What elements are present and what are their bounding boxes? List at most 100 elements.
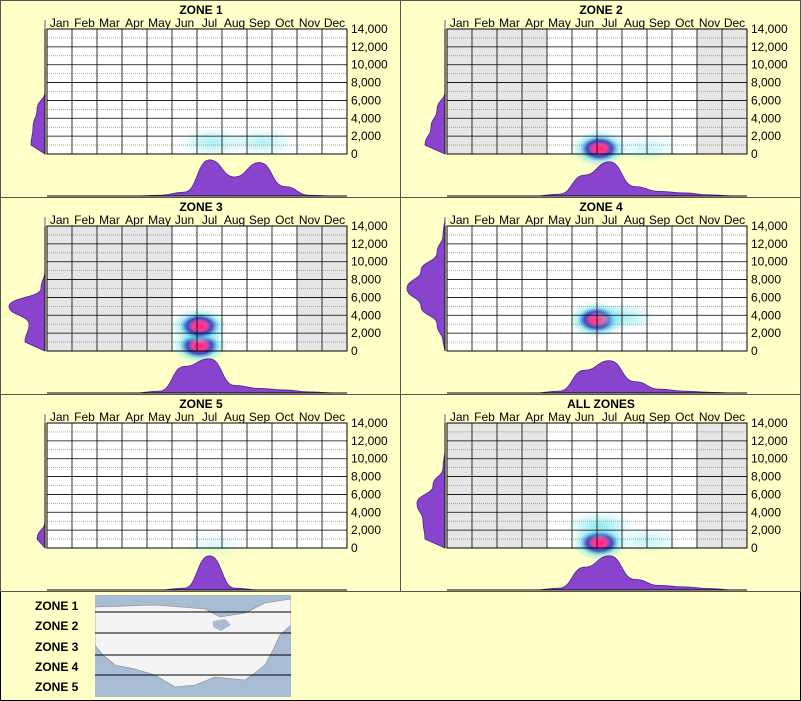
month-tick-label: Jul bbox=[602, 410, 617, 424]
month-tick-label: Apr bbox=[125, 213, 144, 227]
month-tick-label: Sep bbox=[649, 213, 671, 227]
month-tick-label: Feb bbox=[74, 16, 95, 30]
month-tick-label: Sep bbox=[249, 410, 271, 424]
y-tick-label: 0 bbox=[351, 344, 358, 358]
y-tick-label: 6,000 bbox=[751, 487, 781, 501]
y-tick-label: 12,000 bbox=[351, 40, 388, 54]
y-tick-label: 6,000 bbox=[351, 487, 381, 501]
heat-hotspot bbox=[228, 128, 296, 157]
y-tick-label: 12,000 bbox=[751, 40, 788, 54]
chart-panel: ZONE 1 Jan Feb Mar Apr May Jun Jul Aug Sep Oct Nov D… bbox=[0, 0, 401, 198]
legend-zone-5: ZONE 5 bbox=[35, 680, 79, 694]
active-month-band bbox=[72, 29, 97, 154]
y-tick-label: 8,000 bbox=[751, 273, 781, 287]
map-lake bbox=[213, 619, 231, 631]
y-tick-label: 4,000 bbox=[351, 111, 381, 125]
month-tick-label: Mar bbox=[99, 410, 120, 424]
chart-svg: ZONE 2 Jan Feb Mar Apr May Jun Jul Aug Sep Oct Nov D… bbox=[424, 3, 788, 197]
month-tick-label: Feb bbox=[474, 16, 495, 30]
y-tick-label: 14,000 bbox=[751, 22, 788, 36]
y-tick-label: 2,000 bbox=[351, 523, 381, 537]
month-tick-label: Feb bbox=[74, 213, 95, 227]
chart-title: ZONE 2 bbox=[579, 3, 623, 17]
y-tick-label: 0 bbox=[751, 147, 758, 161]
chart-panel: ZONE 4 Jan Feb Mar Apr May Jun Jul Aug Sep Oct Nov D… bbox=[400, 197, 801, 395]
y-tick-label: 12,000 bbox=[751, 237, 788, 251]
month-tick-label: Mar bbox=[499, 213, 520, 227]
month-tick-label: Jun bbox=[175, 213, 194, 227]
zone-legend: ZONE 1 ZONE 2 ZONE 3 ZONE 4 ZONE 5 bbox=[0, 590, 799, 699]
month-density-curve bbox=[47, 555, 347, 591]
month-tick-label: Apr bbox=[125, 410, 144, 424]
y-tick-label: 14,000 bbox=[351, 22, 388, 36]
month-tick-label: Oct bbox=[675, 213, 694, 227]
active-month-band bbox=[522, 226, 547, 351]
y-tick-label: 14,000 bbox=[751, 416, 788, 430]
y-tick-label: 6,000 bbox=[351, 290, 381, 304]
y-tick-label: 8,000 bbox=[751, 470, 781, 484]
month-tick-label: May bbox=[548, 213, 571, 227]
active-month-band bbox=[172, 423, 197, 548]
active-month-band bbox=[322, 29, 347, 154]
legend-zone-3: ZONE 3 bbox=[35, 640, 79, 654]
active-month-band bbox=[122, 29, 147, 154]
month-tick-label: Aug bbox=[224, 410, 245, 424]
chart-panel: ZONE 3 Jan Feb Mar Apr May Jun Jul Aug Sep Oct Nov D… bbox=[0, 197, 401, 395]
month-tick-label: Sep bbox=[249, 16, 271, 30]
active-month-band bbox=[72, 423, 97, 548]
month-density-curve bbox=[447, 555, 747, 591]
month-tick-label: Dec bbox=[324, 410, 345, 424]
map-land bbox=[95, 598, 291, 688]
y-tick-label: 4,000 bbox=[351, 308, 381, 322]
month-tick-label: Mar bbox=[99, 16, 120, 30]
month-density-curve bbox=[447, 161, 747, 197]
month-tick-label: Jun bbox=[175, 16, 194, 30]
active-month-band bbox=[672, 29, 697, 154]
legend-zone-4: ZONE 4 bbox=[35, 660, 79, 674]
y-tick-label: 4,000 bbox=[751, 505, 781, 519]
y-tick-label: 8,000 bbox=[751, 76, 781, 90]
y-tick-label: 10,000 bbox=[751, 452, 788, 466]
month-tick-label: Nov bbox=[299, 213, 320, 227]
month-tick-label: Nov bbox=[699, 410, 720, 424]
chart-title: ALL ZONES bbox=[567, 397, 635, 411]
y-tick-label: 2,000 bbox=[751, 129, 781, 143]
month-tick-label: Aug bbox=[624, 213, 645, 227]
y-tick-label: 4,000 bbox=[351, 505, 381, 519]
heat-hotspot bbox=[565, 511, 634, 540]
active-month-band bbox=[672, 226, 697, 351]
chart-svg: ZONE 4 Jan Feb Mar Apr May Jun Jul Aug Sep Oct Nov D… bbox=[406, 200, 788, 394]
active-month-band bbox=[722, 226, 747, 351]
month-tick-label: Mar bbox=[99, 213, 120, 227]
active-month-band bbox=[272, 423, 297, 548]
month-tick-label: Jul bbox=[202, 16, 217, 30]
month-tick-label: Oct bbox=[675, 16, 694, 30]
month-tick-label: Jan bbox=[50, 410, 69, 424]
active-month-band bbox=[122, 423, 147, 548]
plot-border bbox=[446, 225, 748, 352]
month-tick-label: Jun bbox=[575, 16, 594, 30]
us-zone-map bbox=[95, 595, 291, 697]
plot-border bbox=[46, 28, 348, 155]
chart-title: ZONE 4 bbox=[579, 200, 623, 214]
y-tick-label: 12,000 bbox=[751, 434, 788, 448]
month-tick-label: Jan bbox=[450, 16, 469, 30]
y-tick-label: 6,000 bbox=[751, 93, 781, 107]
month-tick-label: Sep bbox=[249, 213, 271, 227]
month-tick-label: Nov bbox=[299, 410, 320, 424]
chart-svg: ALL ZONES Jan Feb Mar Apr May Jun Jul Aug Sep Oct N… bbox=[416, 397, 788, 591]
month-tick-label: Jul bbox=[202, 410, 217, 424]
plot-border bbox=[46, 225, 348, 352]
month-tick-label: Jun bbox=[575, 213, 594, 227]
chart-svg: ZONE 3 Jan Feb Mar Apr May Jun Jul Aug Sep Oct Nov D… bbox=[8, 200, 388, 394]
month-tick-label: Apr bbox=[525, 410, 544, 424]
month-tick-label: Jun bbox=[575, 410, 594, 424]
month-tick-label: May bbox=[148, 16, 171, 30]
month-tick-label: Aug bbox=[224, 16, 245, 30]
elevation-density-curve bbox=[416, 414, 446, 549]
month-tick-label: Oct bbox=[675, 410, 694, 424]
y-tick-label: 2,000 bbox=[351, 326, 381, 340]
month-tick-label: Sep bbox=[649, 410, 671, 424]
month-tick-label: Aug bbox=[224, 213, 245, 227]
elevation-density-curve bbox=[30, 20, 46, 155]
